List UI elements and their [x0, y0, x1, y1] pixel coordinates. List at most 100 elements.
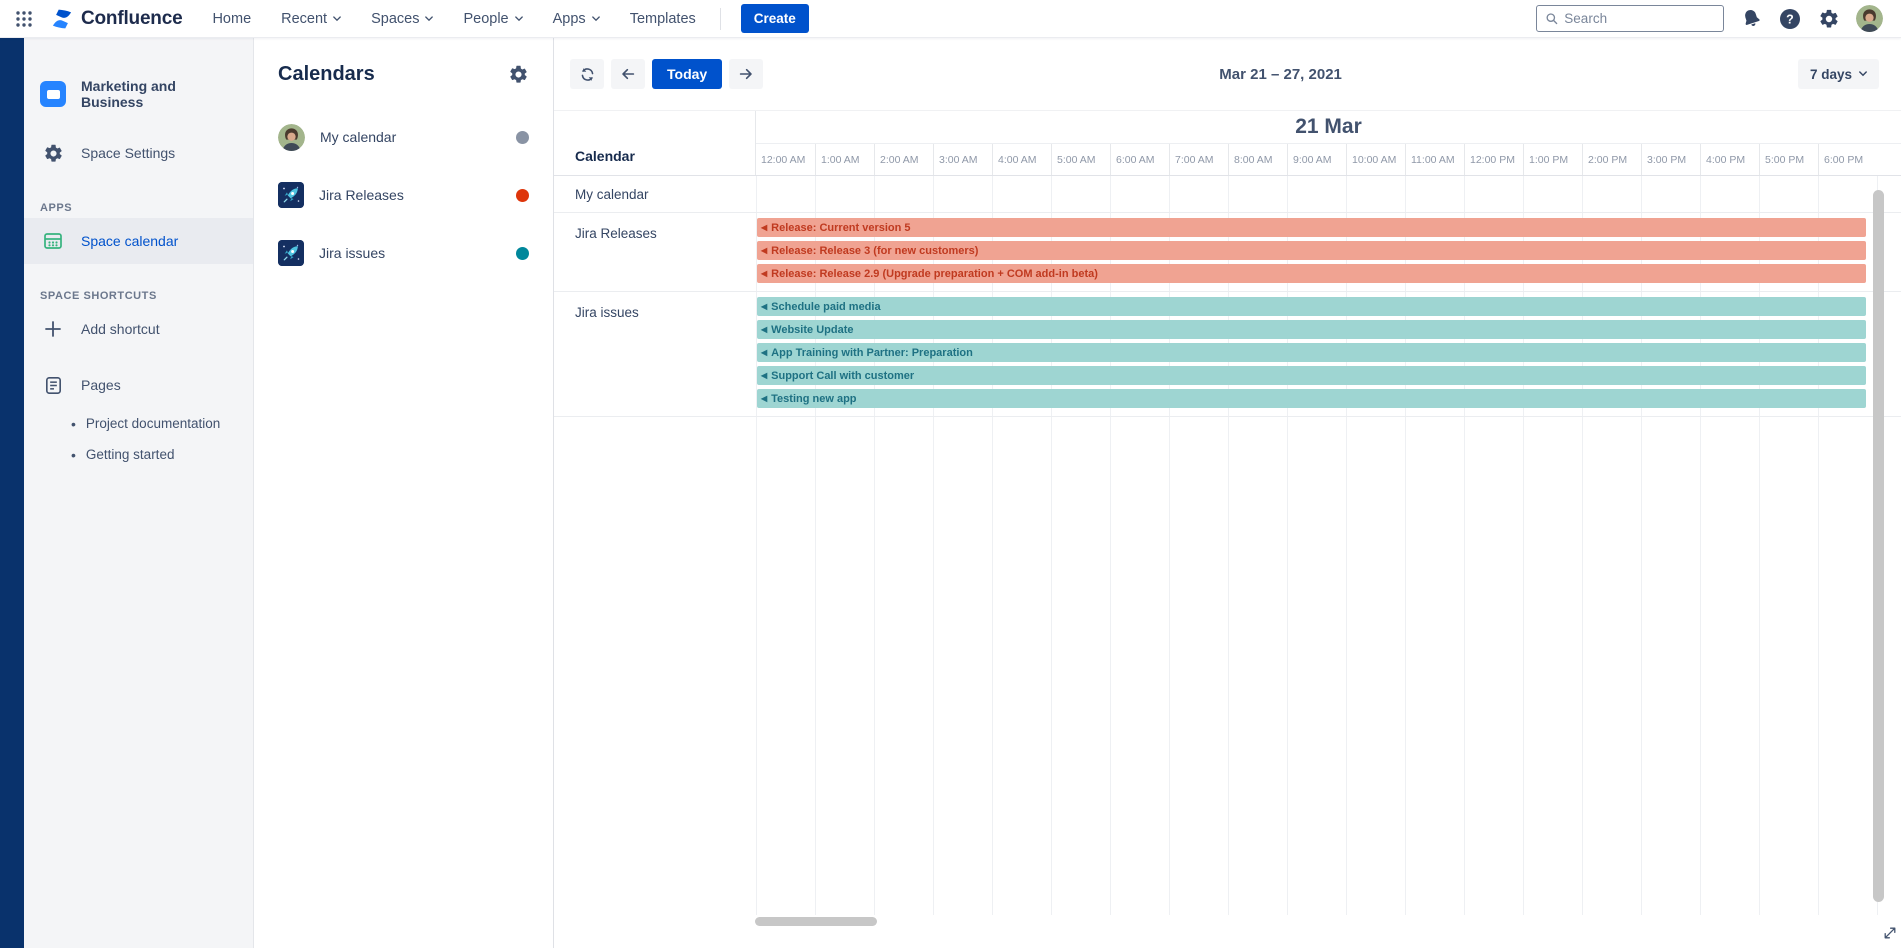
- nav-divider: [719, 7, 721, 30]
- search-input[interactable]: [1564, 11, 1715, 26]
- calendar-color-dot[interactable]: [516, 188, 529, 202]
- time-label: 6:00 PM: [1818, 144, 1877, 175]
- primary-nav: Home Recent Spaces People Apps Templates: [212, 11, 695, 27]
- calendar-row: Jira issues ◀ Schedule paid media ◀ Website …: [554, 292, 1901, 417]
- calendar-event[interactable]: ◀ Testing new app: [757, 389, 1866, 408]
- search-box[interactable]: [1536, 5, 1724, 32]
- bullet-icon: •: [71, 415, 76, 432]
- calendar-event[interactable]: ◀ App Training with Partner: Preparation: [757, 343, 1866, 362]
- nav-item-spaces[interactable]: Spaces: [371, 11, 434, 27]
- space-avatar-icon: [40, 81, 66, 107]
- notifications-icon[interactable]: [1739, 7, 1763, 31]
- time-axis: 12:00 AM 1:00 AM 2:00 AM 3:00 AM 4:00 AM 5:00…: [756, 144, 1901, 175]
- calendar-event[interactable]: ◀ Release: Release 3 (for new customers): [757, 241, 1866, 260]
- calendar-name: Jira Releases: [319, 187, 404, 203]
- sidebar-space-header[interactable]: Marketing and Business: [24, 68, 253, 120]
- top-navigation: Confluence Home Recent Spaces People Apps Tem…: [0, 0, 1901, 38]
- calendar-name: My calendar: [320, 129, 397, 145]
- nav-item-recent[interactable]: Recent: [281, 11, 341, 27]
- calendar-color-dot[interactable]: [516, 246, 529, 260]
- sidebar-page-link[interactable]: • Getting started: [71, 446, 175, 463]
- calendar-event[interactable]: ◀ Schedule paid media: [757, 297, 1866, 316]
- time-label: 12:00 AM: [761, 153, 806, 166]
- plus-icon: [40, 316, 66, 342]
- logo-wordmark: Confluence: [81, 7, 183, 29]
- time-label: 3:00 PM: [1641, 144, 1700, 175]
- chevron-down-icon: [514, 15, 523, 21]
- calendars-settings-gear-icon[interactable]: [508, 64, 529, 85]
- rocket-icon: [278, 182, 304, 208]
- nav-item-home[interactable]: Home: [212, 10, 252, 27]
- user-avatar[interactable]: [1856, 5, 1883, 32]
- previous-week-button[interactable]: [611, 59, 645, 89]
- rocket-icon: [278, 240, 304, 266]
- time-label: 2:00 PM: [1582, 144, 1641, 175]
- day-header: 21 Mar: [756, 111, 1901, 144]
- continues-left-icon: ◀: [761, 301, 768, 311]
- continues-left-icon: ◀: [761, 268, 768, 278]
- calendar-list-item[interactable]: Jira issues: [278, 228, 529, 278]
- chevron-down-icon: [425, 15, 434, 21]
- time-label: 1:00 PM: [1523, 144, 1582, 175]
- calendars-list: My calendar Jira Releases Jira issues: [278, 112, 529, 278]
- collapsed-nav-strip[interactable]: [0, 38, 24, 948]
- next-week-button[interactable]: [729, 59, 764, 89]
- continues-left-icon: ◀: [761, 370, 768, 380]
- calendar-color-dot[interactable]: [516, 130, 529, 144]
- calendar-event[interactable]: ◀ Website Update: [757, 320, 1866, 339]
- bullet-icon: •: [71, 446, 76, 463]
- resize-handle-icon[interactable]: [1882, 925, 1898, 946]
- calendar-event[interactable]: ◀ Release: Release 2.9 (Upgrade preparati…: [757, 264, 1866, 283]
- time-label: 6:00 AM: [1110, 144, 1169, 175]
- help-icon[interactable]: ?: [1778, 7, 1802, 31]
- calendar-event[interactable]: ◀ Support Call with customer: [757, 366, 1866, 385]
- sidebar-page-link[interactable]: • Project documentation: [71, 415, 221, 432]
- time-label: 9:00 AM: [1287, 144, 1346, 175]
- sidebar-item-add-shortcut[interactable]: Add shortcut: [24, 306, 253, 352]
- gear-icon: [40, 140, 66, 166]
- calendar-row: Jira Releases ◀ Release: Current version 5…: [554, 213, 1901, 292]
- confluence-logo[interactable]: Confluence: [50, 7, 183, 31]
- avatar-photo: [1856, 5, 1883, 32]
- chevron-down-icon: [591, 15, 600, 21]
- settings-icon[interactable]: [1817, 7, 1841, 31]
- calendar-list-item[interactable]: My calendar: [278, 112, 529, 162]
- time-label: 5:00 PM: [1759, 144, 1818, 175]
- calendar-name: Jira issues: [319, 245, 386, 261]
- event-lane: ◀ Schedule paid media ◀ Website Update ◀ App …: [756, 292, 1901, 416]
- calendar-list-item[interactable]: Jira Releases: [278, 170, 529, 220]
- create-button[interactable]: Create: [740, 4, 809, 33]
- chevron-down-icon: [1859, 71, 1867, 77]
- calendar-icon: [40, 228, 66, 254]
- sidebar-section-apps: APPS: [40, 202, 73, 214]
- sidebar-item-pages[interactable]: Pages: [24, 362, 253, 408]
- calendar-row-label: Jira Releases: [575, 226, 657, 241]
- date-range-title: Mar 21 – 27, 2021: [1219, 65, 1342, 83]
- continues-left-icon: ◀: [761, 324, 768, 334]
- calendar-row-label: My calendar: [575, 186, 649, 202]
- chevron-down-icon: [333, 15, 341, 21]
- sidebar-item-space-calendar[interactable]: Space calendar: [24, 218, 253, 264]
- app-switcher-icon[interactable]: [14, 9, 34, 29]
- range-selector[interactable]: 7 days: [1797, 59, 1879, 89]
- time-label: 2:00 AM: [874, 144, 933, 175]
- arrow-right-icon: [739, 68, 752, 80]
- refresh-button[interactable]: [570, 59, 604, 89]
- calendars-panel-title: Calendars: [278, 62, 375, 85]
- today-button[interactable]: Today: [652, 59, 723, 89]
- nav-item-templates[interactable]: Templates: [629, 10, 696, 27]
- time-label: 10:00 AM: [1346, 144, 1405, 175]
- time-label: 4:00 AM: [992, 144, 1051, 175]
- continues-left-icon: ◀: [761, 347, 768, 357]
- calendar-event[interactable]: ◀ Release: Current version 5: [757, 218, 1866, 237]
- nav-item-apps[interactable]: Apps: [553, 11, 600, 27]
- calendar-column-header: Calendar: [575, 148, 635, 164]
- calendar-grid: Calendar 21 Mar 12:00 AM 1:00 AM 2:00 AM 3:…: [554, 110, 1901, 915]
- sidebar-item-space-settings[interactable]: Space Settings: [24, 130, 253, 176]
- continues-left-icon: ◀: [761, 222, 768, 232]
- vertical-scrollbar[interactable]: [1873, 190, 1884, 902]
- horizontal-scrollbar[interactable]: [755, 917, 877, 926]
- continues-left-icon: ◀: [761, 245, 768, 255]
- nav-item-people[interactable]: People: [463, 11, 523, 27]
- calendar-rows: My calendar Jira Releases ◀ Release: Curren…: [554, 176, 1901, 417]
